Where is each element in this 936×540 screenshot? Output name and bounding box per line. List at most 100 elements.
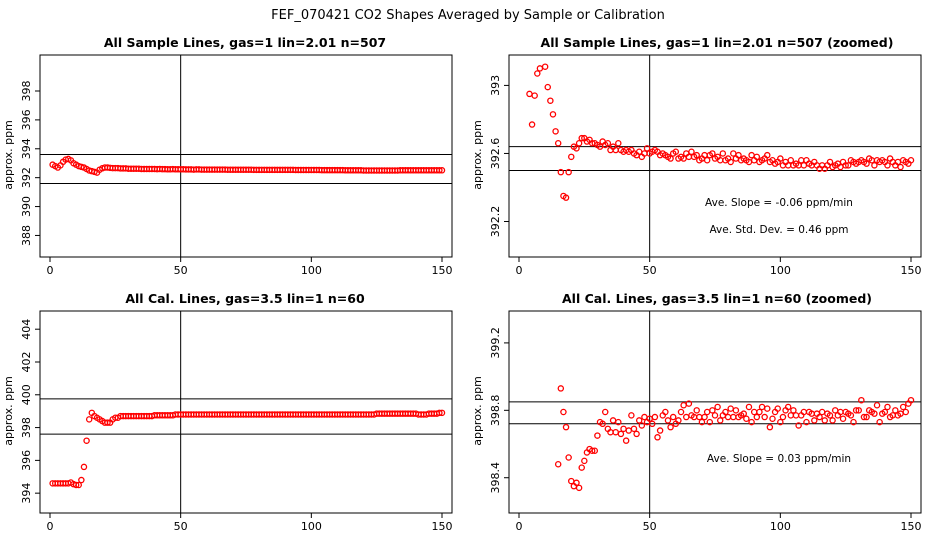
data-point [839,415,847,422]
data-point [649,420,656,428]
data-point [656,427,664,434]
data-point [609,417,617,424]
annotation-slope: Ave. Slope = 0.03 ppm/min [707,453,851,465]
data-point [578,134,585,142]
data-point [547,97,554,104]
x-tick-label: 100 [301,264,322,277]
y-tick-label: 394 [20,138,33,159]
data-point [787,412,795,419]
y-tick-label: 400 [20,384,33,405]
data-point [565,454,572,461]
x-tick-label: 150 [901,264,922,277]
plot-frame [39,310,453,514]
y-tick-label: 404 [20,319,33,340]
data-point [562,423,570,431]
data-point [876,418,883,426]
data-point [620,425,627,433]
data-point [753,413,761,421]
data-point [703,408,711,416]
y-tick-label: 392.6 [489,138,502,170]
data-point [104,419,111,426]
data-point [803,418,810,426]
data-point [536,65,544,72]
data-point [727,405,734,412]
data-point [594,432,601,439]
data-point [892,407,899,414]
data-point [816,413,823,421]
data-point [588,447,596,455]
data-point [871,162,878,169]
data-point [863,160,870,167]
data-point [748,151,755,159]
data-point [664,417,672,424]
x-tick-label: 150 [432,520,453,533]
data-point [740,410,747,417]
data-point [764,151,771,159]
x-tick-label: 50 [643,520,657,533]
data-point [703,157,711,164]
data-point [724,413,732,421]
data-point [622,437,630,444]
data-point [531,92,538,99]
x-tick-label: 100 [770,520,791,533]
chart-panel-cal-lines: All Cal. Lines, gas=3.5 lin=1 n=60 appro… [2,291,453,533]
y-tick-label: 398 [20,417,33,438]
data-point [826,158,834,166]
data-point [599,420,606,428]
data-point [438,409,446,417]
x-tick-label: 100 [770,264,791,277]
y-tick-label: 402 [20,351,33,372]
data-point [568,153,575,161]
data-point [633,430,640,438]
data-point [630,425,638,433]
data-point [709,407,716,414]
data-point [667,423,674,431]
data-point [541,63,549,70]
data-point [758,403,766,411]
data-point [779,413,787,421]
data-point [438,167,446,174]
data-point [756,408,763,416]
data-point [554,460,562,468]
data-point [628,412,635,419]
page-title: FEF_070421 CO2 Shapes Averaged by Sample… [271,8,665,23]
data-point [818,408,826,416]
data-point [907,396,915,404]
chart-title: All Cal. Lines, gas=3.5 lin=1 n=60 [125,291,365,306]
data-point [526,90,533,98]
data-point [75,481,82,489]
data-point [777,418,784,426]
data-point [730,413,737,421]
y-tick-label: 392 [20,167,33,188]
data-point [617,430,625,438]
data-point [560,408,567,416]
data-point [72,481,80,489]
data-point [860,413,868,421]
y-axis-label: approx. ppm [2,376,15,446]
data-point [743,415,750,422]
data-point [544,83,551,91]
data-point [811,417,818,424]
data-point [698,418,706,426]
data-point [643,145,651,152]
data-point [884,403,891,411]
data-point [669,413,677,421]
data-point [625,427,633,434]
data-point [711,412,719,419]
chart-panel-cal-lines-zoomed: All Cal. Lines, gas=3.5 lin=1 n=60 (zoom… [471,291,922,533]
data-point [612,428,619,436]
data-point [766,423,774,431]
data-point [902,408,910,416]
y-tick-label: 393 [489,75,502,96]
data-point [83,437,90,444]
data-point [675,417,682,424]
data-point [899,403,907,411]
data-point [831,407,839,414]
x-tick-label: 50 [174,264,188,277]
data-point [667,155,674,162]
data-point [829,417,836,424]
data-point [552,128,559,135]
data-point [575,139,583,147]
data-point [573,479,580,487]
